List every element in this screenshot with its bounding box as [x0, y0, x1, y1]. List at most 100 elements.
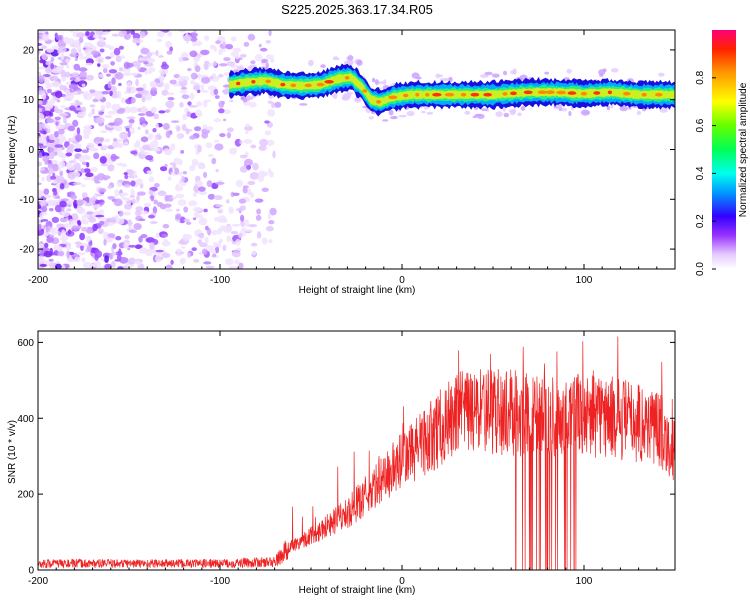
noise-blob	[165, 208, 173, 212]
noise-blob	[226, 235, 231, 243]
noise-blob	[45, 82, 52, 90]
noise-blob	[156, 38, 163, 43]
noise-blob	[165, 100, 175, 109]
noise-blob	[169, 79, 177, 85]
noise-blob	[114, 120, 120, 127]
noise-blob	[153, 199, 158, 205]
noise-blob	[56, 245, 63, 252]
ridge-hotspot	[280, 82, 286, 87]
noise-blob	[238, 233, 243, 239]
noise-blob	[235, 208, 244, 212]
noise-blob	[55, 175, 65, 184]
noise-blob	[197, 144, 202, 153]
noise-blob	[249, 172, 260, 180]
halo-blob	[398, 114, 407, 118]
noise-blob	[111, 140, 120, 149]
noise-blob	[197, 233, 203, 238]
noise-blob	[82, 127, 92, 136]
noise-blob	[271, 102, 276, 109]
noise-blob	[59, 62, 68, 66]
noise-blob	[38, 230, 44, 235]
halo-blob	[388, 109, 394, 116]
noise-blob	[213, 88, 219, 96]
noise-blob	[155, 249, 164, 253]
noise-blob	[158, 110, 166, 114]
halo-blob	[245, 96, 254, 100]
noise-blob	[258, 145, 267, 151]
noise-blob	[111, 251, 117, 256]
noise-blob	[131, 198, 136, 205]
noise-blob	[149, 189, 154, 196]
noise-blob	[147, 70, 152, 74]
noise-blob	[180, 246, 186, 249]
ridge-hotspot	[510, 91, 517, 96]
noise-blob	[179, 102, 184, 108]
halo-blob	[517, 112, 522, 117]
noise-blob	[59, 183, 65, 190]
noise-blob	[215, 181, 225, 185]
noise-blob	[141, 123, 147, 128]
noise-blob	[55, 182, 62, 191]
noise-blob	[54, 204, 63, 213]
noise-blob	[38, 152, 43, 159]
noise-blob	[109, 222, 114, 227]
noise-blob	[88, 112, 92, 118]
noise-blob	[177, 199, 187, 206]
noise-blob	[70, 93, 74, 99]
noise-blob	[123, 184, 131, 188]
halo-blob	[474, 113, 481, 117]
noise-blob	[123, 172, 128, 176]
noise-blob	[218, 50, 223, 55]
halo-blob	[464, 110, 471, 115]
noise-blob	[205, 245, 215, 251]
noise-blob	[70, 220, 77, 226]
noise-blob	[182, 113, 188, 120]
noise-blob	[64, 223, 72, 228]
ridge-hotspot	[316, 82, 325, 87]
noise-blob	[58, 161, 66, 168]
noise-blob	[103, 239, 107, 246]
noise-blob	[152, 206, 158, 214]
noise-blob	[94, 141, 103, 145]
halo-blob	[332, 92, 338, 99]
noise-blob	[124, 141, 129, 145]
noise-blob	[196, 89, 201, 94]
ridge-hotspot	[425, 92, 430, 97]
noise-blob	[115, 251, 123, 256]
noise-blob	[161, 89, 169, 96]
noise-blob	[78, 155, 86, 163]
noise-blob	[203, 261, 212, 265]
noise-blob	[65, 90, 71, 95]
noise-blob	[127, 130, 131, 138]
snr-y-axis-label: SNR (10 * v/v)	[7, 420, 18, 484]
noise-blob	[212, 253, 217, 258]
halo-blob	[495, 111, 503, 117]
noise-blob	[76, 252, 86, 256]
noise-blob	[140, 136, 149, 143]
noise-blob	[66, 145, 74, 151]
noise-blob	[181, 123, 187, 132]
noise-blob	[232, 192, 240, 196]
noise-blob	[48, 207, 54, 212]
noise-blob	[144, 70, 148, 75]
noise-blob	[50, 63, 55, 70]
noise-blob	[94, 92, 104, 100]
noise-blob	[145, 155, 154, 161]
noise-blob	[114, 72, 124, 80]
y-tick-label: -20	[20, 245, 35, 256]
noise-blob	[188, 200, 198, 207]
noise-blob	[57, 231, 62, 237]
noise-blob	[61, 211, 70, 218]
noise-blob	[55, 195, 61, 199]
noise-blob	[131, 72, 138, 77]
noise-blob	[267, 212, 271, 220]
noise-blob	[130, 129, 135, 135]
noise-blob	[54, 116, 61, 121]
noise-blob	[119, 192, 129, 196]
noise-blob	[80, 227, 88, 231]
noise-blob	[85, 155, 91, 161]
noise-blob	[140, 47, 150, 55]
x-tick-label: -100	[210, 275, 230, 286]
